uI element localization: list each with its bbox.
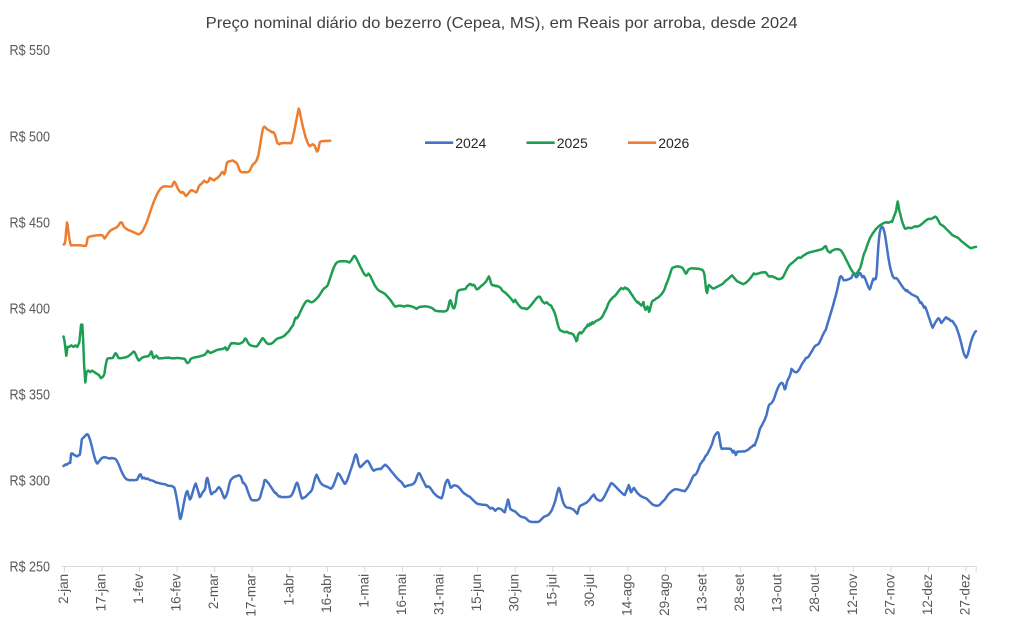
svg-text:17-jan: 17-jan — [94, 574, 109, 612]
svg-text:30-jun: 30-jun — [507, 574, 522, 612]
svg-text:R$ 550: R$ 550 — [10, 43, 51, 59]
svg-text:2-jan: 2-jan — [56, 574, 71, 604]
svg-text:28-set: 28-set — [732, 574, 747, 612]
svg-text:16-mai: 16-mai — [394, 574, 409, 615]
svg-text:15-jul: 15-jul — [544, 574, 559, 607]
svg-text:16-abr: 16-abr — [319, 573, 334, 613]
svg-text:17-mar: 17-mar — [244, 573, 259, 616]
svg-text:13-out: 13-out — [770, 574, 785, 613]
svg-text:2024: 2024 — [455, 135, 486, 151]
svg-text:13-set: 13-set — [695, 574, 710, 612]
svg-text:2026: 2026 — [658, 135, 689, 151]
svg-text:1-mai: 1-mai — [356, 574, 371, 608]
svg-text:R$ 500: R$ 500 — [10, 129, 51, 145]
svg-text:15-jun: 15-jun — [469, 574, 484, 612]
svg-text:1-fev: 1-fev — [131, 574, 146, 604]
svg-text:R$ 400: R$ 400 — [10, 301, 51, 317]
svg-text:12-nov: 12-nov — [845, 574, 860, 616]
svg-text:R$ 350: R$ 350 — [10, 388, 51, 404]
svg-text:16-fev: 16-fev — [169, 574, 184, 612]
svg-text:R$ 300: R$ 300 — [10, 474, 51, 490]
svg-text:Preço nominal diário do bezerr: Preço nominal diário do bezerro (Cepea, … — [206, 15, 798, 32]
svg-text:28-out: 28-out — [807, 574, 822, 613]
svg-text:14-ago: 14-ago — [619, 574, 634, 616]
svg-text:31-mai: 31-mai — [432, 574, 447, 615]
svg-text:12-dez: 12-dez — [920, 574, 935, 616]
svg-text:30-jul: 30-jul — [582, 574, 597, 607]
svg-text:R$ 450: R$ 450 — [10, 215, 51, 231]
svg-text:2025: 2025 — [557, 135, 588, 151]
svg-text:27-dez: 27-dez — [958, 574, 973, 616]
svg-text:2-mar: 2-mar — [206, 573, 221, 609]
svg-text:1-abr: 1-abr — [281, 573, 296, 605]
svg-text:27-nov: 27-nov — [882, 574, 897, 616]
svg-text:R$ 250: R$ 250 — [10, 560, 51, 576]
svg-text:29-ago: 29-ago — [657, 574, 672, 616]
